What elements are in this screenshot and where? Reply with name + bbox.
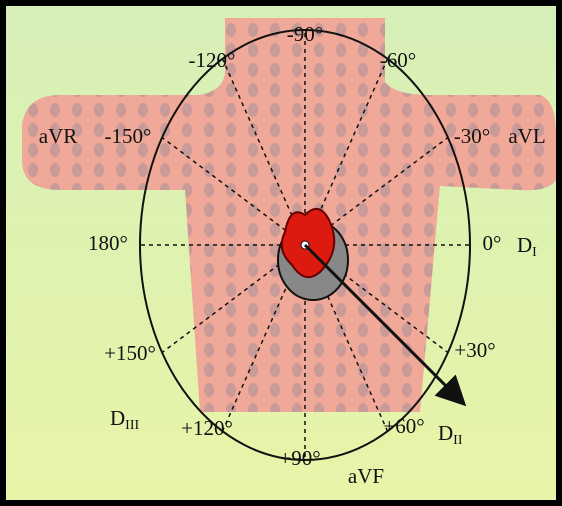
page: {"labels": { "m90": "-90°", "m60": "-60°…	[0, 0, 562, 506]
lead-subscript: I	[532, 245, 537, 260]
lead-letter: D	[438, 421, 453, 445]
lead-subscript: II	[453, 433, 463, 448]
label: aVR	[39, 124, 78, 148]
label: -120°	[189, 48, 236, 72]
label: -30°	[454, 124, 490, 148]
label: 0°	[483, 231, 502, 255]
label: -150°	[105, 124, 152, 148]
label: aVL	[508, 124, 545, 148]
label: aVF	[348, 464, 384, 488]
label: -90°	[287, 22, 323, 46]
label: +90°	[279, 446, 320, 470]
label: +60°	[383, 414, 424, 438]
label: 180°	[88, 231, 128, 255]
lead-letter: D	[517, 233, 532, 257]
lead-subscript: III	[125, 418, 139, 433]
label: +150°	[104, 341, 156, 365]
label: +30°	[454, 338, 495, 362]
hexaxial-diagram: -90° -60° -120° -150° aVR -30° aVL 180° …	[0, 0, 562, 506]
label: +120°	[181, 416, 233, 440]
lead-letter: D	[110, 406, 125, 430]
label: -60°	[380, 48, 416, 72]
